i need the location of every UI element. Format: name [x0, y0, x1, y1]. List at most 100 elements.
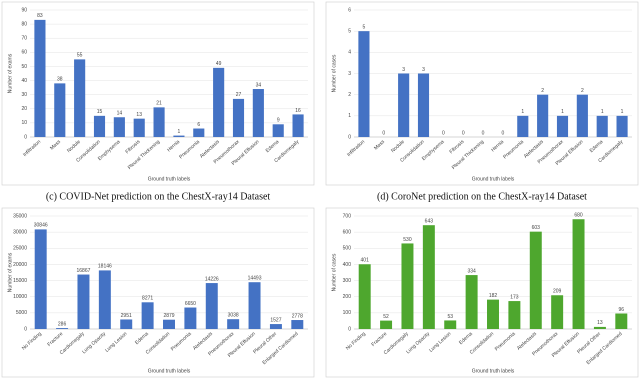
bar [248, 282, 261, 329]
data-label: 55 [77, 53, 83, 59]
y-tick-label: 500 [343, 246, 352, 252]
bar [54, 83, 66, 137]
bar [74, 59, 86, 138]
x-axis-label: Ground truth labels [148, 176, 191, 182]
caption: (d) CoroNet prediction on the ChestX-ray… [377, 191, 587, 202]
x-tick-label: Pneumonia [502, 139, 525, 161]
data-label: 0 [502, 130, 505, 136]
y-axis-label: Number of exams [7, 53, 13, 93]
bar [213, 67, 225, 137]
data-label: 18146 [98, 264, 112, 270]
data-label: 53 [447, 314, 453, 320]
data-label: 1 [521, 109, 524, 115]
bar [358, 264, 371, 329]
data-label: 2879 [163, 313, 174, 319]
data-label: 680 [574, 213, 583, 219]
bar [292, 114, 304, 137]
bar [615, 313, 628, 329]
x-tick-label: Edema [134, 331, 150, 346]
data-label: 1 [178, 129, 181, 135]
bar [269, 324, 282, 329]
data-label: 14226 [205, 276, 219, 282]
bar [398, 73, 410, 137]
y-axis-label: Number of cases [331, 253, 337, 291]
bar [508, 301, 521, 329]
y-tick-label: 3 [348, 71, 351, 77]
caption: (c) COVID-Net prediction on the ChestX-r… [46, 191, 271, 202]
x-axis-label: Ground truth labels [148, 368, 191, 374]
y-tick-label: 30 [21, 92, 27, 98]
bar [517, 115, 529, 137]
data-label: 5 [363, 24, 366, 30]
bar [576, 94, 588, 137]
bar [291, 320, 304, 329]
data-label: 38 [57, 77, 63, 83]
y-tick-label: 5 [348, 28, 351, 34]
bar [205, 283, 218, 329]
data-label: 49 [216, 61, 222, 67]
y-tick-label: 4 [348, 50, 351, 56]
y-tick-label: 20000 [13, 262, 27, 268]
data-label: 1 [561, 109, 564, 115]
x-tick-label: Infiltration [22, 139, 42, 158]
data-label: 0 [382, 130, 385, 136]
panel-border [325, 207, 639, 378]
data-label: 6 [197, 122, 200, 128]
y-tick-label: 300 [343, 278, 352, 284]
y-tick-label: 700 [343, 213, 352, 219]
bar [77, 274, 90, 329]
data-label: 1 [601, 109, 604, 115]
x-tick-label: Fracture [370, 331, 388, 348]
x-tick-label: No Finding [21, 331, 43, 352]
y-tick-label: 40 [21, 78, 27, 84]
bar [93, 115, 106, 137]
data-label: 3 [422, 67, 425, 73]
data-label: 16867 [77, 268, 91, 274]
data-label: 530 [403, 237, 412, 243]
bar [113, 117, 125, 137]
y-tick-label: 0 [24, 326, 27, 332]
x-tick-label: Lung Opacity [81, 331, 107, 356]
x-tick-label: Mass [49, 139, 62, 152]
data-label: 3038 [228, 313, 239, 319]
bar [529, 231, 542, 329]
bar [141, 302, 154, 329]
data-label: 3 [402, 67, 405, 73]
y-tick-label: 70 [21, 36, 27, 42]
x-axis-label: Ground truth labels [472, 368, 515, 374]
data-label: 34 [256, 82, 262, 88]
y-tick-label: 400 [343, 262, 352, 268]
y-tick-label: 50 [21, 64, 27, 70]
bar [34, 19, 46, 137]
x-tick-label: Pneumonia [170, 331, 193, 353]
x-tick-label: Fibrosis [448, 139, 465, 156]
x-tick-label: Lung Opacity [405, 331, 431, 356]
bar [193, 128, 205, 137]
y-tick-label: 6 [348, 7, 351, 13]
bar [163, 319, 175, 329]
data-label: 173 [510, 294, 519, 300]
bar [537, 94, 549, 137]
data-label: 0 [462, 130, 465, 136]
data-label: 21 [156, 101, 162, 107]
bar [616, 115, 628, 137]
bar [551, 295, 564, 329]
bar [184, 307, 197, 329]
y-tick-label: 1 [348, 113, 351, 119]
x-tick-label: Edema [458, 331, 474, 346]
x-tick-label: No Finding [345, 331, 367, 352]
y-tick-label: 80 [21, 21, 27, 27]
x-tick-label: Lung Lesion [104, 331, 128, 354]
data-label: 2 [541, 88, 544, 94]
bar [487, 299, 499, 329]
data-label: 209 [553, 289, 562, 295]
y-tick-label: 0 [348, 134, 351, 140]
data-label: 52 [383, 314, 389, 320]
y-tick-label: 60 [21, 50, 27, 56]
x-tick-label: Fracture [46, 331, 64, 348]
x-tick-label: Hernia [490, 139, 505, 153]
data-label: 8271 [142, 296, 153, 302]
data-label: 14493 [248, 276, 262, 282]
